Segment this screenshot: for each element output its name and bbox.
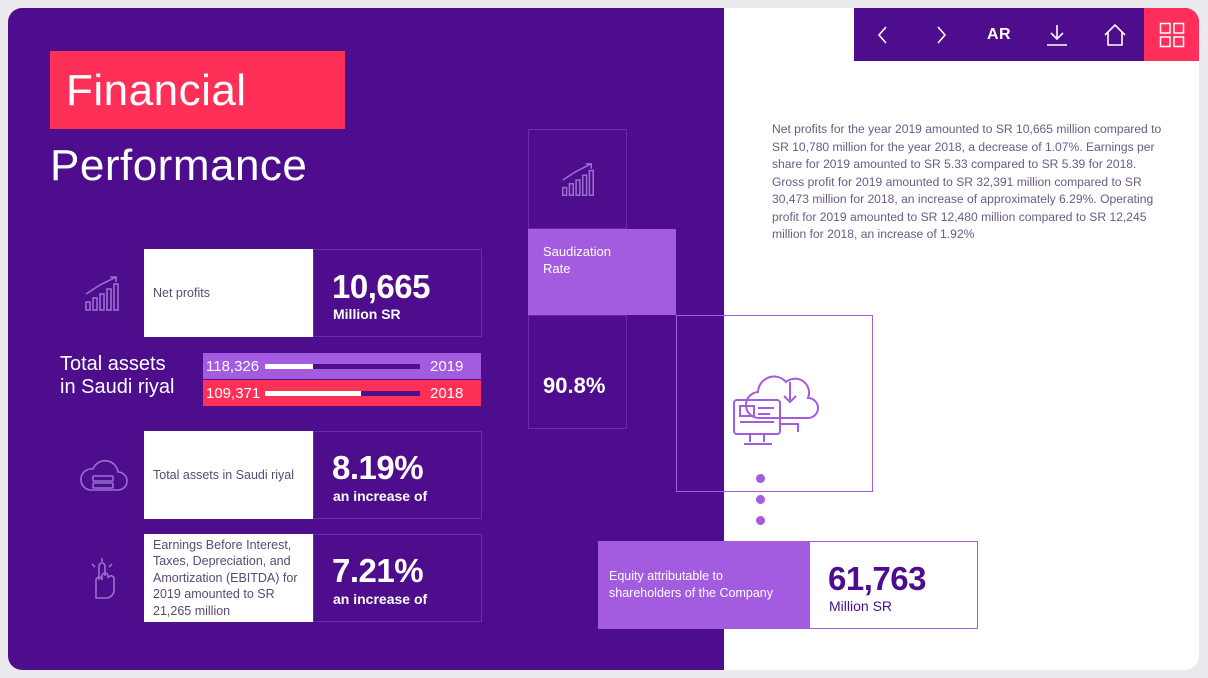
saudization-value-card — [528, 315, 627, 429]
bar-fill — [265, 390, 362, 396]
assets-increase-label: Total assets in Saudi riyal — [153, 467, 295, 482]
net-profits-unit: Million SR — [333, 306, 401, 322]
page-title-line1: Financial — [66, 66, 247, 115]
total-assets-bar-2019: 118,326 2019 — [203, 353, 481, 379]
equity-unit: Million SR — [829, 598, 893, 614]
home-icon — [1104, 23, 1126, 46]
assets-increase-label-card: Total assets in Saudi riyal — [144, 431, 313, 519]
total-assets-label-line2: in Saudi riyal — [60, 376, 175, 398]
prev-button[interactable] — [854, 8, 912, 61]
bar-year: 2018 — [430, 384, 464, 402]
title-highlight-box — [50, 51, 345, 129]
next-button[interactable] — [912, 8, 970, 61]
net-profits-value: 10,665 — [332, 268, 430, 305]
saudization-icon-card — [528, 129, 627, 229]
connector-dot — [756, 495, 765, 504]
cloud-computer-download-icon — [733, 375, 819, 445]
grid-menu-button[interactable] — [1144, 8, 1199, 61]
touch-gesture-icon — [91, 558, 115, 599]
assets-increase-value: 8.19% — [332, 449, 424, 486]
summary-paragraph: Net profits for the year 2019 amounted t… — [772, 122, 1162, 241]
saudization-value: 90.8% — [543, 373, 606, 398]
language-toggle-button[interactable]: AR — [986, 25, 1012, 43]
top-toolbar: AR — [854, 8, 1199, 61]
ebitda-sub: an increase of — [333, 591, 428, 607]
bar-chart-growth-icon — [85, 276, 119, 311]
bar-chart-growth-icon — [562, 163, 594, 196]
chevron-left-icon — [877, 25, 887, 44]
connector-dot — [756, 474, 765, 483]
download-button[interactable] — [1028, 8, 1086, 61]
home-button[interactable] — [1086, 8, 1144, 61]
bar-fill — [265, 363, 314, 369]
ebitda-value-card — [313, 534, 482, 622]
bar-value: 118,326 — [206, 357, 260, 375]
bar-track — [265, 363, 420, 369]
saudization-label-card: Saudization Rate — [528, 229, 676, 315]
bar-value: 109,371 — [206, 384, 261, 402]
bar-year: 2019 — [430, 357, 464, 375]
app-frame: AR Financial Performance Net profits 10,… — [8, 8, 1199, 670]
saudization-label: Saudization Rate — [543, 244, 611, 276]
equity-value-card — [809, 541, 978, 629]
ebitda-label-card: Earnings Before Interest, Taxes, Depreci… — [144, 534, 313, 622]
total-assets-label-line1: Total assets — [60, 353, 166, 375]
chevron-right-icon — [937, 25, 947, 44]
ebitda-value: 7.21% — [332, 552, 424, 589]
equity-label-card: Equity attributable to shareholders of t… — [598, 541, 809, 629]
grid-icon — [1159, 22, 1184, 47]
assets-increase-sub: an increase of — [333, 488, 428, 504]
total-assets-bar-2018: 109,371 2018 — [203, 380, 481, 406]
download-icon — [1047, 24, 1067, 46]
page-title-line2: Performance — [50, 141, 308, 190]
equity-label: Equity attributable to shareholders of t… — [609, 569, 773, 600]
equity-value: 61,763 — [828, 560, 926, 597]
net-profits-label: Net profits — [153, 285, 210, 300]
illustration-card — [676, 315, 873, 492]
ebitda-label: Earnings Before Interest, Taxes, Depreci… — [153, 537, 298, 618]
total-assets-label: Total assets in Saudi riyal — [60, 353, 175, 399]
assets-increase-value-card — [313, 431, 482, 519]
bar-track — [265, 390, 420, 396]
connector-dot — [756, 516, 765, 525]
net-profits-label-card: Net profits — [144, 249, 313, 337]
cloud-server-icon — [80, 459, 128, 491]
net-profits-value-card — [313, 249, 482, 337]
